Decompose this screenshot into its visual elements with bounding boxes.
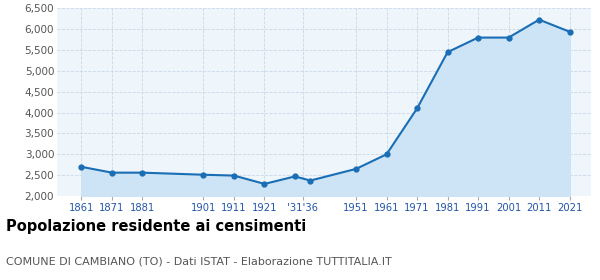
Text: Popolazione residente ai censimenti: Popolazione residente ai censimenti [6, 219, 306, 234]
Text: COMUNE DI CAMBIANO (TO) - Dati ISTAT - Elaborazione TUTTITALIA.IT: COMUNE DI CAMBIANO (TO) - Dati ISTAT - E… [6, 256, 392, 267]
